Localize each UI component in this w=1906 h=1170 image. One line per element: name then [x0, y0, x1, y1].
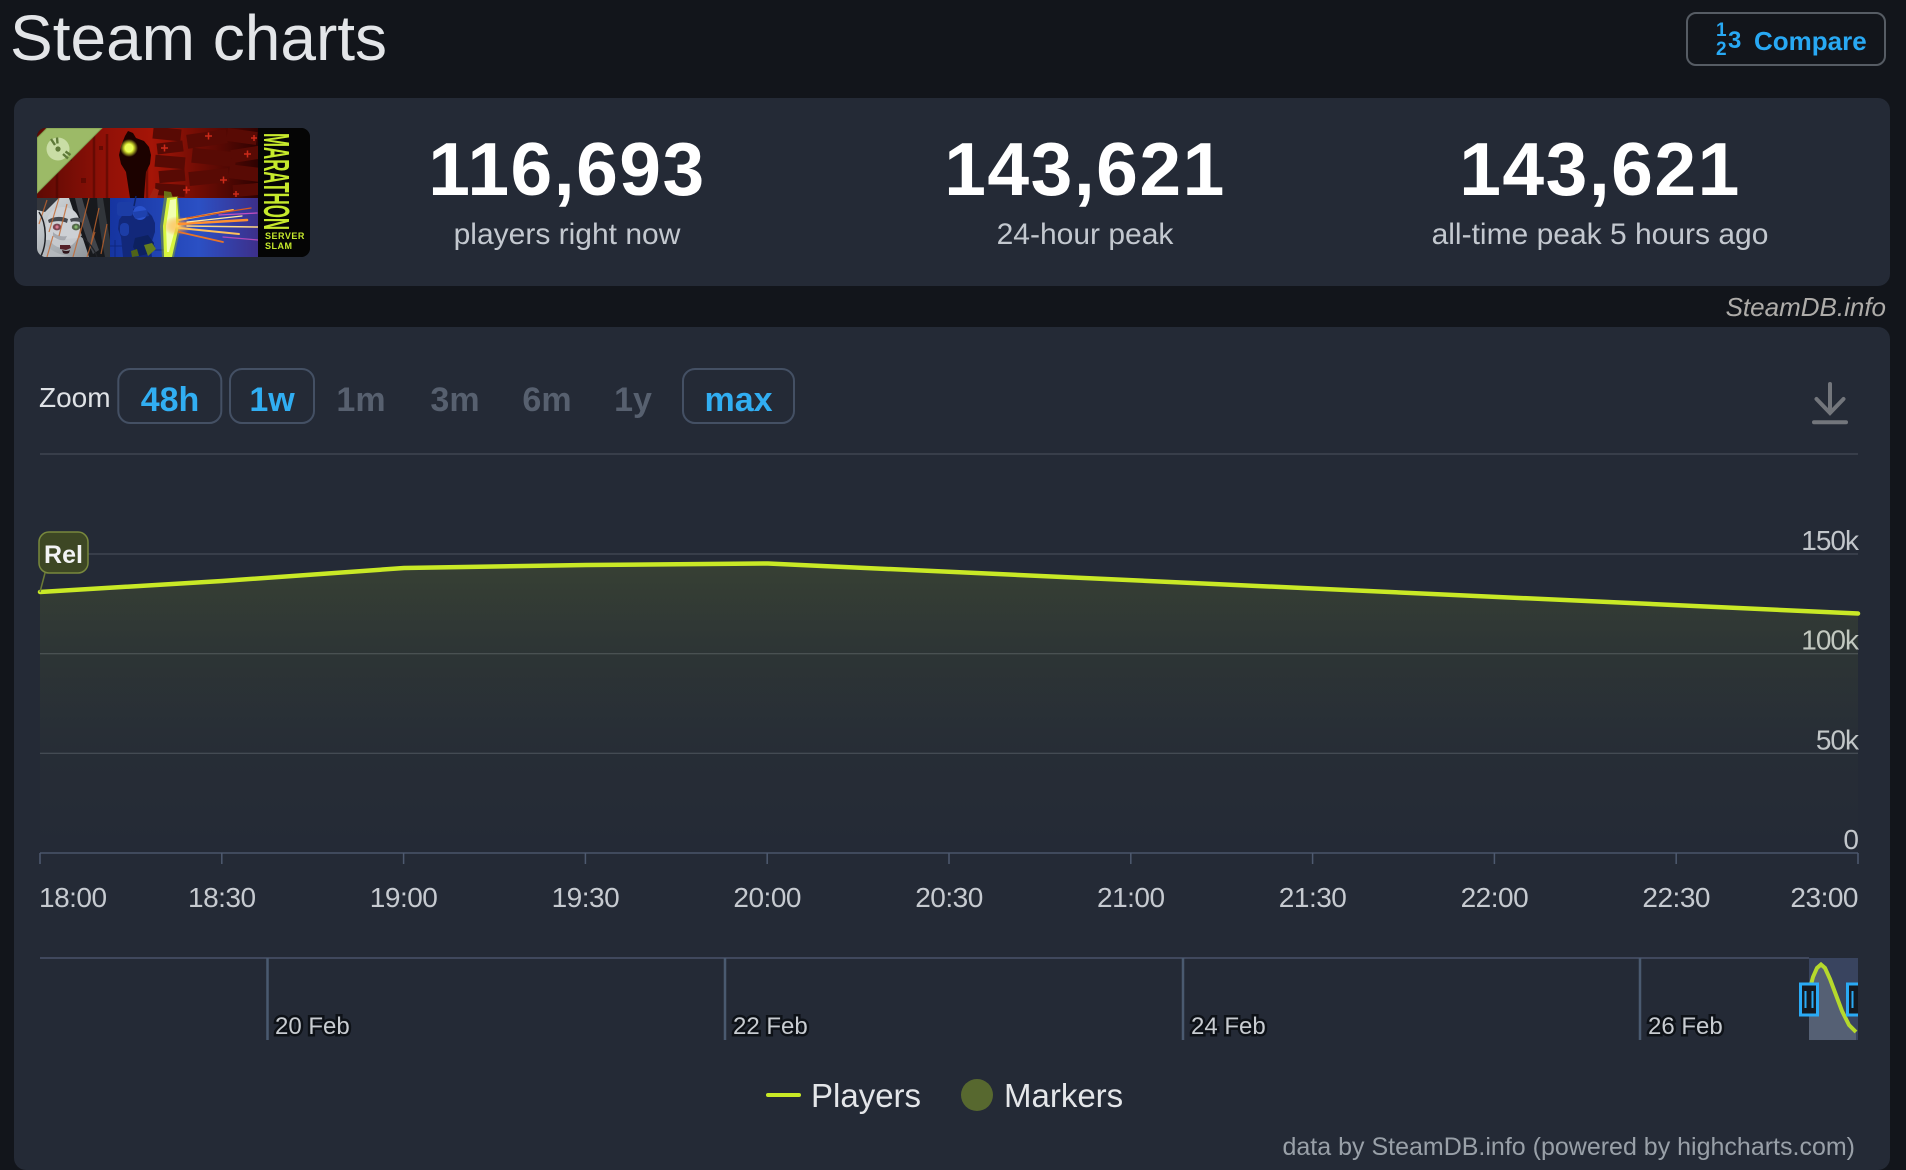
svg-text:20:00: 20:00: [733, 882, 801, 913]
svg-text:23:00: 23:00: [1790, 882, 1858, 913]
svg-text:18:30: 18:30: [188, 882, 256, 913]
svg-text:22:00: 22:00: [1461, 882, 1529, 913]
svg-text:Markers: Markers: [1004, 1077, 1123, 1114]
svg-text:19:00: 19:00: [370, 882, 438, 913]
svg-text:Rel: Rel: [44, 541, 83, 569]
svg-text:19:30: 19:30: [552, 882, 620, 913]
svg-text:Players: Players: [811, 1077, 921, 1114]
svg-text:18:00: 18:00: [39, 882, 107, 913]
svg-text:SERVER: SERVER: [265, 231, 305, 241]
svg-text:48h: 48h: [141, 381, 200, 419]
svg-text:22 Feb: 22 Feb: [733, 1013, 808, 1040]
svg-text:22:30: 22:30: [1642, 882, 1710, 913]
svg-text:150k: 150k: [1801, 525, 1860, 556]
svg-text:20 Feb: 20 Feb: [275, 1013, 350, 1040]
svg-text:6m: 6m: [522, 381, 571, 419]
svg-text:26 Feb: 26 Feb: [1648, 1013, 1723, 1040]
svg-text:1y: 1y: [614, 381, 652, 419]
svg-text:data by SteamDB.info (powered: data by SteamDB.info (powered by highcha…: [1283, 1133, 1856, 1161]
svg-text:3m: 3m: [430, 381, 479, 419]
svg-text:max: max: [704, 381, 772, 419]
svg-text:SLAM: SLAM: [265, 241, 293, 251]
svg-text:21:30: 21:30: [1279, 882, 1347, 913]
svg-text:1m: 1m: [336, 381, 385, 419]
svg-text:24 Feb: 24 Feb: [1191, 1013, 1266, 1040]
svg-text:1w: 1w: [249, 381, 295, 419]
svg-text:MARATHON: MARATHON: [256, 133, 297, 230]
svg-text:20:30: 20:30: [915, 882, 983, 913]
svg-text:Zoom: Zoom: [39, 382, 111, 413]
svg-text:21:00: 21:00: [1097, 882, 1165, 913]
